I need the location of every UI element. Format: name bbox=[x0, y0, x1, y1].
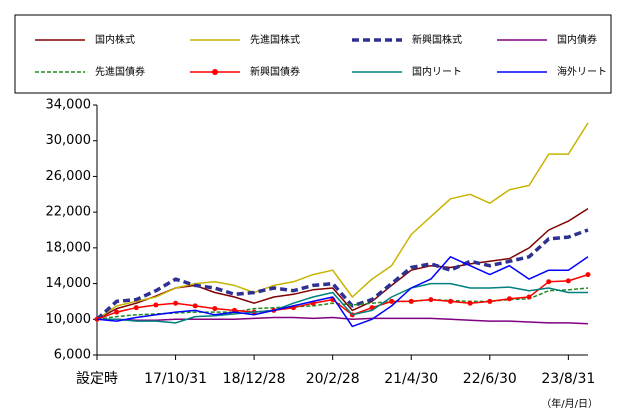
y-tick-label: 34,000 bbox=[46, 98, 92, 113]
series-line bbox=[95, 228, 589, 321]
series-marker bbox=[153, 302, 159, 308]
series-marker bbox=[506, 296, 512, 302]
y-tick-label: 18,000 bbox=[46, 240, 92, 255]
series-marker bbox=[114, 309, 120, 315]
series-marker bbox=[133, 305, 139, 311]
legend-label: 先進国債券 bbox=[95, 65, 145, 78]
series-marker bbox=[565, 278, 571, 284]
legend-label: 新興国債券 bbox=[250, 65, 300, 78]
x-unit-note: （年/月/日） bbox=[541, 397, 598, 410]
y-tick-label: 10,000 bbox=[46, 312, 92, 327]
legend-marker bbox=[212, 69, 218, 75]
series-marker bbox=[212, 306, 218, 312]
y-tick-label: 26,000 bbox=[46, 169, 92, 184]
series-marker bbox=[546, 279, 552, 285]
legend-label: 国内債券 bbox=[557, 33, 597, 46]
legend-label: 国内リート bbox=[412, 65, 462, 78]
series-marker bbox=[585, 272, 591, 278]
series-marker bbox=[487, 298, 493, 304]
x-tick-label: 23/8/31 bbox=[541, 371, 595, 387]
x-tick-label: 21/4/30 bbox=[384, 371, 438, 387]
y-tick-label: 22,000 bbox=[46, 205, 92, 220]
x-tick-label: 18/12/28 bbox=[223, 371, 286, 387]
legend-label: 新興国株式 bbox=[412, 33, 462, 46]
series-line bbox=[97, 282, 588, 324]
legend-box bbox=[14, 14, 612, 94]
x-tick-label: 22/6/30 bbox=[463, 371, 517, 387]
legend-label: 海外リート bbox=[557, 65, 607, 78]
series-marker bbox=[408, 298, 414, 304]
series-marker bbox=[448, 298, 454, 304]
series-marker bbox=[428, 297, 434, 303]
series-line bbox=[97, 316, 589, 325]
y-tick-label: 6,000 bbox=[54, 348, 91, 363]
x-tick-label: 17/10/31 bbox=[144, 371, 207, 387]
x-tick-label: 20/2/28 bbox=[306, 371, 360, 387]
legend-label: 先進国株式 bbox=[250, 33, 300, 46]
series-line bbox=[96, 122, 589, 320]
legend-label: 国内株式 bbox=[95, 33, 135, 46]
x-tick-label: 設定時 bbox=[76, 371, 118, 387]
series-marker bbox=[526, 294, 532, 300]
series-line bbox=[96, 273, 589, 321]
series-marker bbox=[389, 298, 395, 304]
series-marker bbox=[173, 300, 179, 306]
series-marker bbox=[467, 300, 473, 306]
y-tick-label: 30,000 bbox=[46, 133, 92, 148]
series-line bbox=[96, 256, 589, 328]
series-marker bbox=[192, 303, 198, 309]
y-tick-label: 14,000 bbox=[46, 276, 92, 291]
